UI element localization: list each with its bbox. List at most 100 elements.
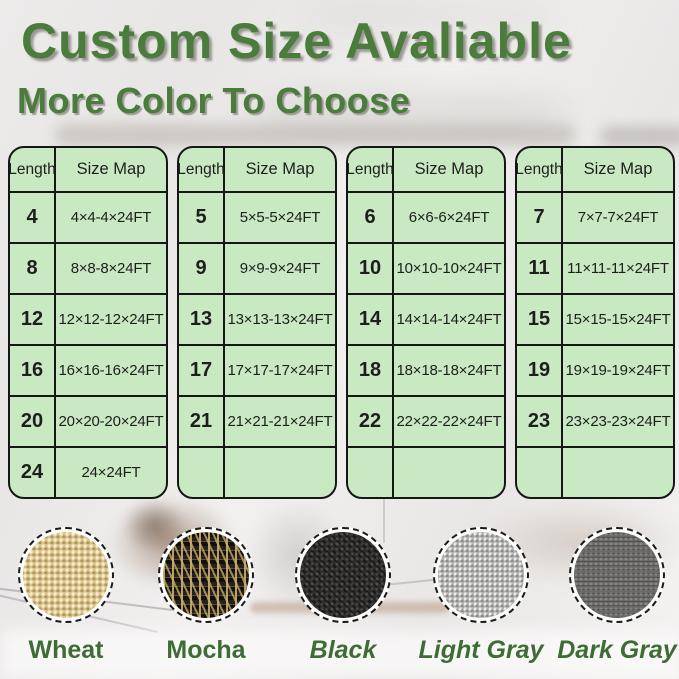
color-swatch-dark-gray bbox=[569, 527, 665, 623]
size-map-cell: 23×23-23×24FT bbox=[565, 413, 671, 430]
length-cell: 23 bbox=[517, 397, 563, 446]
size-map-header: Size Map bbox=[414, 160, 484, 178]
table-row: 17 17×17-17×24FT bbox=[179, 344, 335, 395]
table-row: 4 4×4-4×24FT bbox=[10, 191, 166, 242]
size-map-header: Size Map bbox=[76, 160, 146, 178]
size-map-cell: 15×15-15×24FT bbox=[565, 311, 671, 328]
length-cell: 18 bbox=[348, 346, 394, 395]
size-map-cell: 17×17-17×24FT bbox=[227, 362, 333, 379]
length-cell: 24 bbox=[10, 448, 56, 497]
length-cell: 12 bbox=[10, 295, 56, 344]
size-table: Length Size Map 7 7×7-7×24FT 11 11×11-11×24FT… bbox=[515, 146, 675, 499]
table-header-row: Length Size Map bbox=[10, 148, 166, 191]
size-map-cell: 14×14-14×24FT bbox=[396, 311, 502, 328]
length-cell: 4 bbox=[10, 193, 56, 242]
color-label-wheat: Wheat bbox=[28, 636, 104, 664]
length-cell: 14 bbox=[348, 295, 394, 344]
table-row: 16 16×16-16×24FT bbox=[10, 344, 166, 395]
table-row bbox=[179, 446, 335, 497]
table-row: 23 23×23-23×24FT bbox=[517, 395, 673, 446]
length-cell: 21 bbox=[179, 397, 225, 446]
table-row bbox=[517, 446, 673, 497]
size-table: Length Size Map 6 6×6-6×24FT 10 10×10-10×24FT… bbox=[346, 146, 506, 499]
color-label-black: Black bbox=[309, 636, 377, 664]
table-row: 5 5×5-5×24FT bbox=[179, 191, 335, 242]
color-label-dark-gray: Dark Gray bbox=[557, 636, 677, 664]
color-label-mocha: Mocha bbox=[166, 636, 246, 664]
size-map-cell: 11×11-11×24FT bbox=[567, 260, 669, 277]
table-header-row: Length Size Map bbox=[179, 148, 335, 191]
size-map-header: Size Map bbox=[245, 160, 315, 178]
size-map-header: Size Map bbox=[583, 160, 653, 178]
color-swatch-mocha bbox=[158, 527, 254, 623]
length-cell bbox=[517, 448, 563, 497]
mocha-fabric-texture bbox=[163, 532, 249, 618]
table-row: 12 12×12-12×24FT bbox=[10, 293, 166, 344]
ghost-machine-band bbox=[55, 124, 575, 146]
length-cell: 20 bbox=[10, 397, 56, 446]
length-cell: 11 bbox=[517, 244, 563, 293]
size-map-cell: 24×24FT bbox=[81, 464, 141, 481]
table-row: 18 18×18-18×24FT bbox=[348, 344, 504, 395]
light-gray-fabric-texture bbox=[438, 532, 524, 618]
table-row: 24 24×24FT bbox=[10, 446, 166, 497]
length-cell bbox=[348, 448, 394, 497]
table-row: 11 11×11-11×24FT bbox=[517, 242, 673, 293]
size-map-cell: 12×12-12×24FT bbox=[58, 311, 164, 328]
size-map-cell bbox=[225, 448, 335, 497]
length-cell: 17 bbox=[179, 346, 225, 395]
size-table: Length Size Map 5 5×5-5×24FT 9 9×9-9×24FT 13 13… bbox=[177, 146, 337, 499]
length-header: Length bbox=[517, 148, 563, 191]
table-row: 21 21×21-21×24FT bbox=[179, 395, 335, 446]
table-row: 22 22×22-22×24FT bbox=[348, 395, 504, 446]
table-row: 10 10×10-10×24FT bbox=[348, 242, 504, 293]
size-map-cell: 5×5-5×24FT bbox=[239, 209, 321, 226]
size-tables: Length Size Map 4 4×4-4×24FT 8 8×8-8×24FT 12 12… bbox=[8, 146, 675, 499]
size-map-cell bbox=[563, 448, 673, 497]
color-label-light-gray: Light Gray bbox=[418, 636, 544, 664]
size-map-cell: 16×16-16×24FT bbox=[58, 362, 164, 379]
page-title: Custom Size Avaliable bbox=[21, 13, 572, 69]
size-map-cell: 20×20-20×24FT bbox=[58, 413, 164, 430]
table-row: 19 19×19-19×24FT bbox=[517, 344, 673, 395]
size-map-cell: 21×21-21×24FT bbox=[227, 413, 333, 430]
size-map-cell bbox=[394, 448, 504, 497]
table-row: 7 7×7-7×24FT bbox=[517, 191, 673, 242]
length-cell: 8 bbox=[10, 244, 56, 293]
size-map-cell: 9×9-9×24FT bbox=[239, 260, 321, 277]
page-subtitle: More Color To Choose bbox=[17, 80, 411, 121]
table-row: 15 15×15-15×24FT bbox=[517, 293, 673, 344]
length-header: Length bbox=[10, 148, 56, 191]
ghost-thread bbox=[383, 495, 385, 543]
size-map-cell: 6×6-6×24FT bbox=[408, 209, 490, 226]
length-cell: 5 bbox=[179, 193, 225, 242]
size-table: Length Size Map 4 4×4-4×24FT 8 8×8-8×24FT 12 12… bbox=[8, 146, 168, 499]
length-cell: 10 bbox=[348, 244, 394, 293]
size-map-cell: 22×22-22×24FT bbox=[396, 413, 502, 430]
length-cell bbox=[179, 448, 225, 497]
table-row: 8 8×8-8×24FT bbox=[10, 242, 166, 293]
dark-gray-fabric-texture bbox=[574, 532, 660, 618]
length-cell: 16 bbox=[10, 346, 56, 395]
length-cell: 22 bbox=[348, 397, 394, 446]
color-swatch-wheat bbox=[18, 527, 114, 623]
size-map-cell: 13×13-13×24FT bbox=[227, 311, 333, 328]
length-header: Length bbox=[179, 148, 225, 191]
length-cell: 13 bbox=[179, 295, 225, 344]
size-map-cell: 18×18-18×24FT bbox=[396, 362, 502, 379]
length-cell: 9 bbox=[179, 244, 225, 293]
table-row: 20 20×20-20×24FT bbox=[10, 395, 166, 446]
color-swatch-black bbox=[295, 527, 391, 623]
wheat-fabric-texture bbox=[23, 532, 109, 618]
table-row: 13 13×13-13×24FT bbox=[179, 293, 335, 344]
size-map-cell: 19×19-19×24FT bbox=[565, 362, 671, 379]
table-header-row: Length Size Map bbox=[348, 148, 504, 191]
table-row: 9 9×9-9×24FT bbox=[179, 242, 335, 293]
size-map-cell: 4×4-4×24FT bbox=[70, 209, 152, 226]
size-map-cell: 8×8-8×24FT bbox=[70, 260, 152, 277]
black-fabric-texture bbox=[300, 532, 386, 618]
length-header: Length bbox=[348, 148, 394, 191]
length-cell: 6 bbox=[348, 193, 394, 242]
table-row: 6 6×6-6×24FT bbox=[348, 191, 504, 242]
